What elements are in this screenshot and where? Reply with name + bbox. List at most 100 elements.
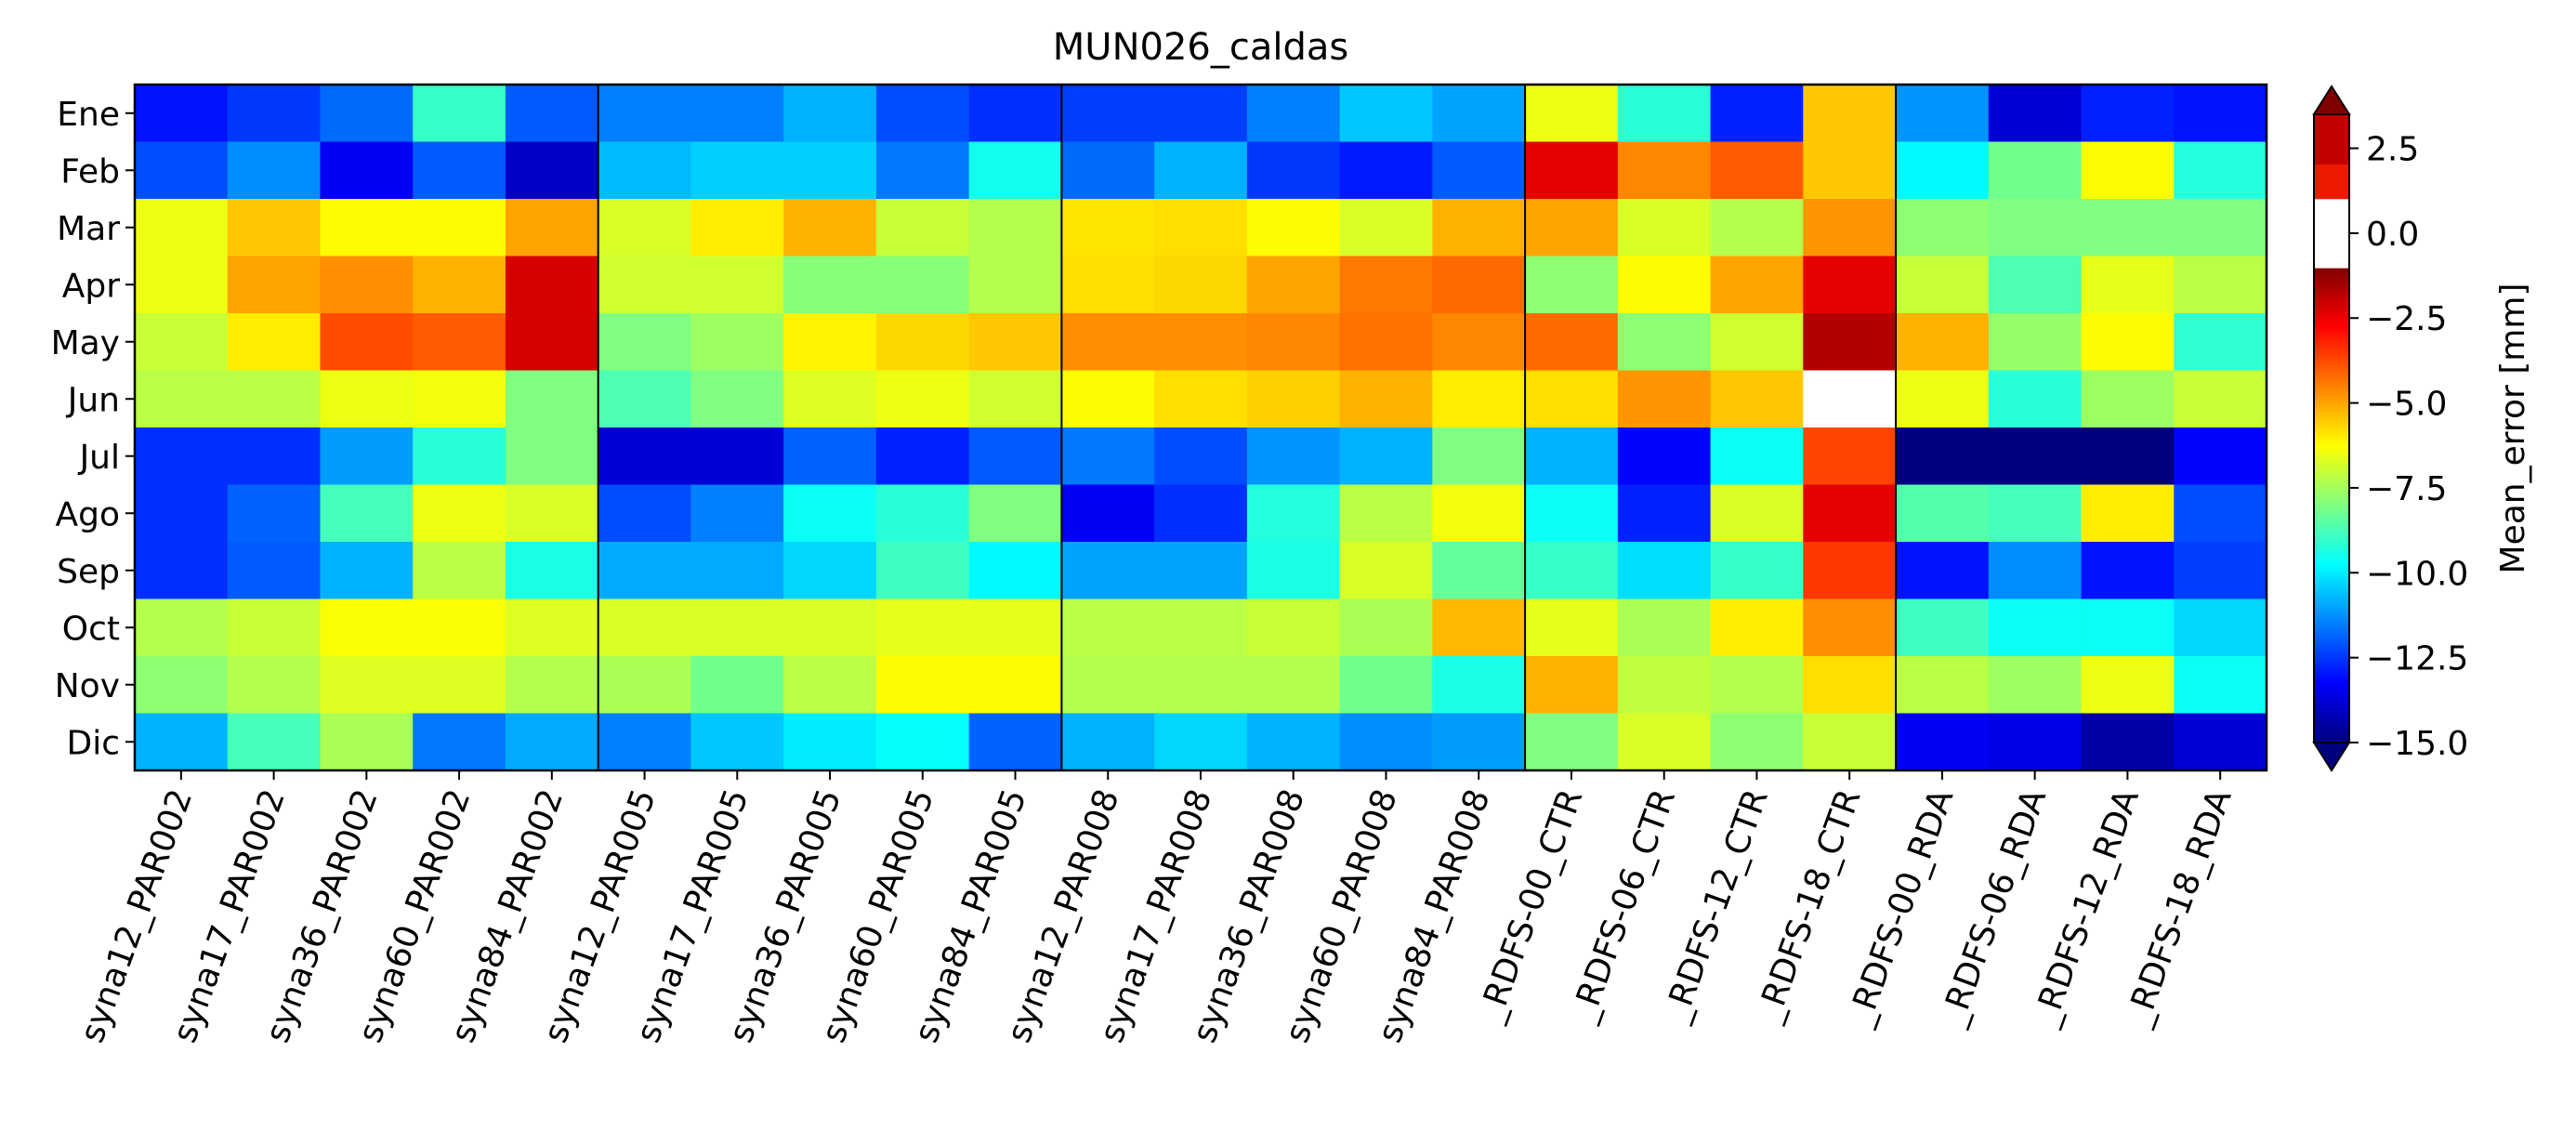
heatmap-cell — [598, 542, 692, 600]
heatmap-cell — [1061, 313, 1155, 372]
colorbar-swatch — [2314, 359, 2349, 363]
heatmap-cell — [2081, 199, 2175, 257]
colorbar-swatch — [2314, 164, 2349, 169]
heatmap-cell — [783, 256, 877, 314]
colorbar-swatch — [2314, 434, 2349, 439]
heatmap-cell — [505, 427, 599, 486]
colorbar-swatch — [2314, 293, 2349, 297]
y-tick-label: Feb — [60, 152, 120, 191]
heatmap-cell — [135, 484, 229, 543]
colorbar-swatch — [2314, 654, 2349, 659]
heatmap-cell — [320, 656, 414, 715]
heatmap-cell — [320, 85, 414, 143]
heatmap-cell — [875, 313, 970, 372]
heatmap-cell — [1617, 199, 1712, 257]
heatmap-cell — [1432, 199, 1526, 257]
heatmap-cell — [598, 713, 692, 771]
heatmap-cell — [968, 427, 1062, 486]
heatmap-cell — [1432, 313, 1526, 372]
heatmap-cell — [1988, 370, 2083, 428]
y-tick-label: Apr — [62, 267, 120, 305]
heatmap-cell — [1896, 85, 1990, 143]
heatmap-cell — [1525, 141, 1619, 200]
heatmap-cell — [968, 370, 1062, 428]
heatmap-cell — [227, 542, 322, 600]
colorbar-swatch — [2314, 402, 2349, 408]
heatmap-cell — [968, 598, 1062, 657]
heatmap-cell — [783, 370, 877, 428]
heatmap-cell — [1617, 656, 1712, 715]
colorbar-swatch — [2314, 504, 2349, 508]
heatmap-cell — [598, 85, 692, 143]
heatmap-cell — [2081, 141, 2175, 200]
heatmap-cell — [1896, 713, 1990, 771]
heatmap-cell — [2081, 598, 2175, 657]
colorbar-swatch — [2314, 311, 2349, 317]
y-tick-labels: Ene Feb Mar Apr May Jun Jul Ago Sep Oct Nov Dic — [51, 96, 135, 762]
colorbar-swatch — [2314, 732, 2349, 738]
colorbar-tick-label: 2.5 — [2366, 131, 2419, 169]
colorbar-swatch — [2314, 673, 2349, 677]
colorbar-tick-label: −5.0 — [2366, 386, 2447, 424]
colorbar-swatch — [2314, 151, 2349, 156]
heatmap-cell — [1246, 313, 1341, 372]
heatmap-cell — [2174, 484, 2267, 543]
colorbar-frame — [2313, 113, 2350, 743]
colorbar-swatch — [2314, 529, 2349, 533]
colorbar-swatch — [2314, 249, 2349, 254]
colorbar-swatch — [2314, 290, 2349, 295]
heatmap-cell — [2081, 656, 2175, 715]
heatmap-cell — [1432, 370, 1526, 428]
heatmap-cell — [968, 313, 1062, 372]
colorbar-swatch — [2314, 265, 2349, 270]
heatmap-cell — [875, 484, 970, 543]
colorbar-swatch — [2314, 661, 2349, 665]
heatmap-cell — [1988, 427, 2083, 486]
colorbar-swatch — [2314, 657, 2349, 662]
colorbar-swatch — [2314, 638, 2349, 643]
colorbar-swatch — [2314, 563, 2349, 568]
heatmap-cell — [1617, 370, 1712, 428]
colorbar-swatch — [2314, 600, 2349, 606]
heatmap-cell — [783, 656, 877, 715]
colorbar-swatch — [2314, 651, 2349, 656]
colorbar-swatch — [2314, 559, 2349, 565]
heatmap-cell — [413, 85, 506, 143]
heatmap-cell — [1061, 598, 1155, 657]
colorbar-swatch — [2314, 362, 2349, 367]
colorbar-swatch — [2314, 306, 2349, 310]
heatmap-cell — [1896, 484, 1990, 543]
y-tick-label: Ene — [57, 96, 120, 134]
colorbar-swatch — [2314, 545, 2349, 549]
colorbar-swatch — [2314, 519, 2349, 524]
heatmap-cell — [1988, 656, 2083, 715]
heatmap-cell — [1617, 313, 1712, 372]
heatmap-cell — [1803, 313, 1897, 372]
heatmap-cell — [2081, 85, 2175, 143]
heatmap-cell — [1339, 256, 1433, 314]
heatmap-cell — [1617, 427, 1712, 486]
heatmap-cell — [875, 598, 970, 657]
colorbar-swatch — [2314, 126, 2349, 131]
heatmap-cell — [1061, 199, 1155, 257]
heatmap-cell — [413, 542, 506, 600]
colorbar-swatch — [2314, 418, 2349, 424]
heatmap-cell — [1896, 256, 1990, 314]
colorbar-swatch — [2314, 547, 2349, 552]
heatmap-cell — [2174, 85, 2267, 143]
heatmap-cell — [413, 256, 506, 314]
colorbar-swatch — [2314, 438, 2349, 442]
x-tick-labels: syna12_PAR002syna17_PAR002syna36_PAR002s… — [73, 770, 2240, 1047]
colorbar-swatch — [2314, 459, 2349, 464]
heatmap-cell — [1525, 713, 1619, 771]
colorbar-swatch — [2314, 441, 2349, 445]
colorbar-swatch — [2314, 554, 2349, 559]
colorbar-swatch — [2314, 230, 2349, 235]
group-dividers — [597, 85, 1898, 770]
heatmap-cell — [1432, 542, 1526, 600]
heatmap-cell — [1525, 542, 1619, 600]
colorbar: 2.5 0.0 −2.5 −5.0 −7.5 −10.0 −12.5 −15.0 Mean_er… — [2312, 85, 2532, 772]
colorbar-swatch — [2314, 340, 2349, 345]
colorbar-swatch — [2314, 500, 2349, 505]
heatmap-cell — [690, 656, 784, 715]
